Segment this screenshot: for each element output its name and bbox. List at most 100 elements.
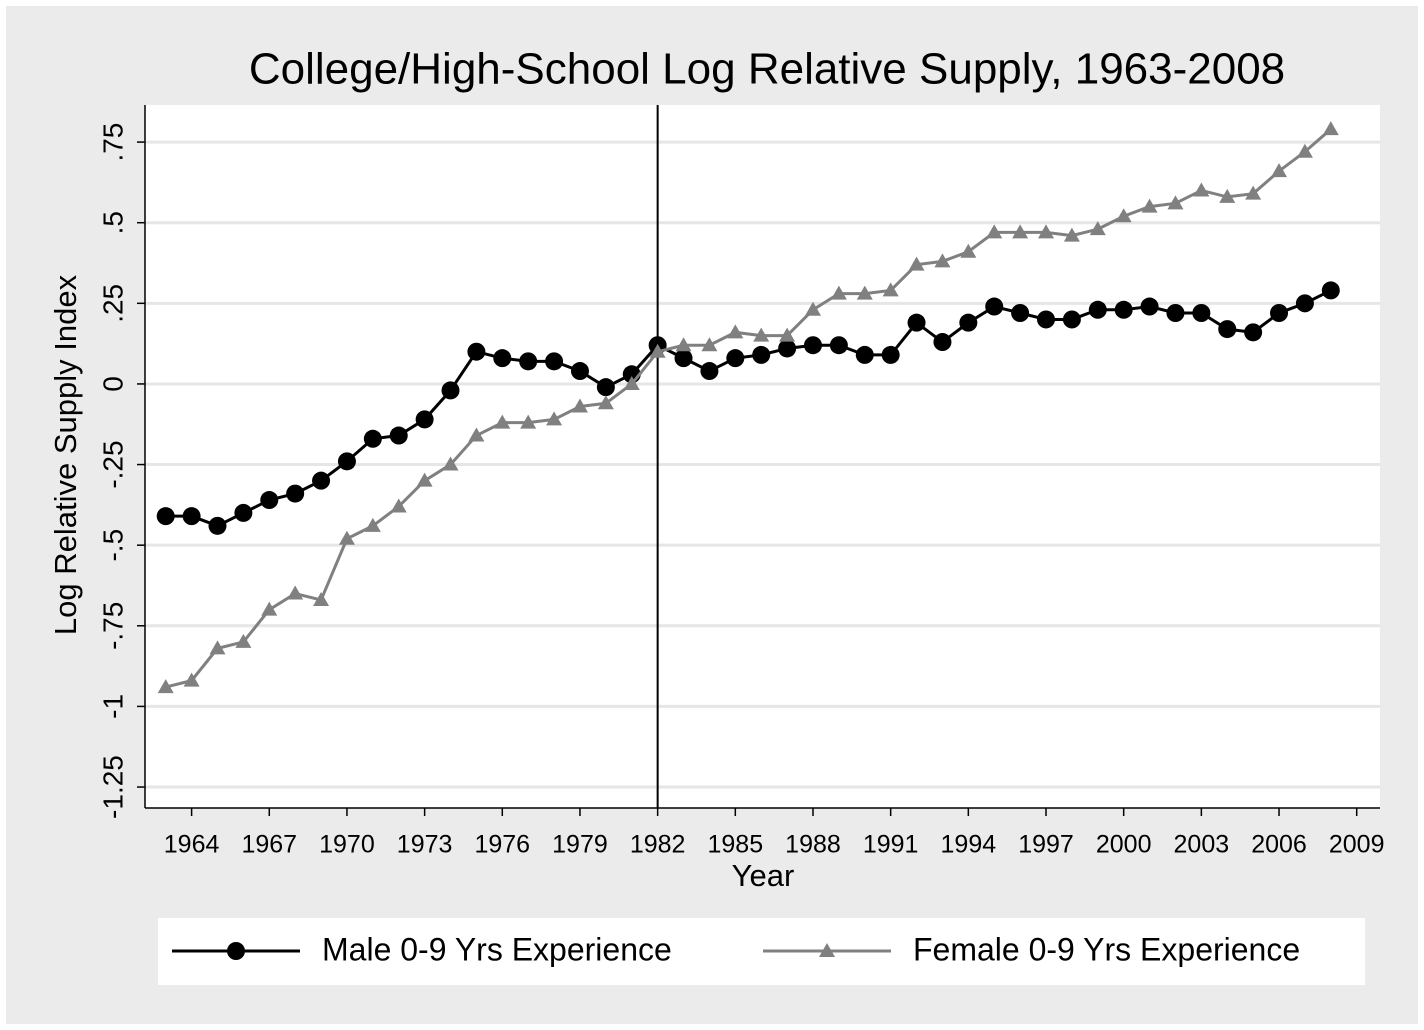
marker: [1192, 303, 1211, 322]
marker: [157, 679, 174, 694]
marker: [623, 375, 640, 390]
marker: [363, 429, 382, 448]
y-axis-label: Log Relative Supply Index: [48, 274, 83, 635]
marker: [675, 337, 692, 352]
y-tick-label: -.75: [97, 602, 128, 650]
marker: [1011, 303, 1030, 322]
marker: [261, 601, 278, 616]
marker: [338, 530, 355, 545]
marker: [389, 426, 408, 445]
legend: [158, 918, 1365, 985]
marker: [829, 336, 848, 355]
x-tick-label: 1985: [708, 831, 764, 859]
marker: [209, 640, 226, 655]
marker: [1141, 198, 1158, 213]
marker: [571, 398, 588, 413]
marker: [416, 472, 433, 487]
marker: [959, 313, 978, 332]
marker: [234, 503, 253, 522]
marker: [493, 349, 512, 368]
marker: [208, 516, 227, 535]
marker: [1295, 294, 1314, 313]
marker: [908, 256, 925, 271]
marker: [467, 342, 486, 361]
x-tick-label: 2003: [1174, 831, 1230, 859]
marker: [519, 352, 538, 371]
marker: [907, 313, 926, 332]
marker: [235, 633, 252, 648]
marker: [337, 452, 356, 471]
x-tick-label: 1994: [941, 831, 997, 859]
plot-area: [145, 105, 1380, 808]
marker: [364, 517, 381, 532]
series-line: [165, 289, 1332, 528]
marker: [520, 414, 537, 429]
x-tick-label: 1976: [474, 831, 530, 859]
marker: [1062, 310, 1081, 329]
chart-title: College/High-School Log Relative Supply,…: [249, 45, 1285, 94]
y-tick-label: .25: [97, 284, 128, 323]
marker: [1037, 310, 1056, 329]
marker: [1270, 303, 1289, 322]
marker: [830, 285, 847, 300]
marker: [933, 333, 952, 352]
y-tick-label: .5: [97, 211, 128, 234]
marker: [1321, 281, 1340, 300]
marker: [960, 243, 977, 258]
legend-label: Female 0-9 Yrs Experience: [913, 931, 1300, 967]
marker: [183, 672, 200, 687]
y-tick-label: -.25: [97, 440, 128, 488]
x-tick-label: 1988: [785, 831, 841, 859]
marker: [313, 592, 330, 607]
marker: [1322, 121, 1339, 136]
marker: [700, 362, 719, 381]
marker: [803, 336, 822, 355]
marker: [1271, 163, 1288, 178]
x-tick-label: 1970: [319, 831, 375, 859]
marker: [934, 253, 951, 268]
x-tick-label: 1979: [552, 831, 608, 859]
marker: [881, 345, 900, 364]
marker: [1114, 300, 1133, 319]
marker: [390, 498, 407, 513]
marker: [597, 395, 614, 410]
marker: [227, 942, 245, 960]
marker: [286, 484, 305, 503]
marker: [674, 349, 693, 368]
x-tick-label: 1964: [164, 831, 220, 859]
marker: [1218, 320, 1237, 339]
marker: [856, 285, 873, 300]
legend-label: Male 0-9 Yrs Experience: [322, 931, 672, 967]
marker: [182, 507, 201, 526]
marker: [985, 297, 1004, 316]
marker: [1193, 182, 1210, 197]
marker: [596, 378, 615, 397]
y-tick-label: -.5: [97, 529, 128, 562]
marker: [779, 327, 796, 342]
marker: [1296, 143, 1313, 158]
series-line: [165, 128, 1332, 689]
x-tick-label: 1997: [1018, 831, 1074, 859]
x-tick-label: 1973: [397, 831, 453, 859]
marker: [1038, 224, 1055, 239]
y-tick-label: 0: [97, 376, 128, 392]
marker: [1244, 323, 1263, 342]
marker: [287, 585, 304, 600]
marker: [727, 324, 744, 339]
x-tick-label: 2000: [1096, 831, 1152, 859]
marker: [1167, 195, 1184, 210]
x-tick-label: 1982: [630, 831, 686, 859]
marker: [1088, 300, 1107, 319]
marker: [545, 352, 564, 371]
marker: [649, 343, 666, 358]
marker: [260, 491, 279, 510]
marker: [494, 414, 511, 429]
marker: [819, 943, 835, 957]
marker: [570, 362, 589, 381]
marker: [855, 345, 874, 364]
x-axis-label: Year: [732, 858, 795, 893]
marker: [778, 339, 797, 358]
marker: [1115, 208, 1132, 223]
marker: [546, 411, 563, 426]
